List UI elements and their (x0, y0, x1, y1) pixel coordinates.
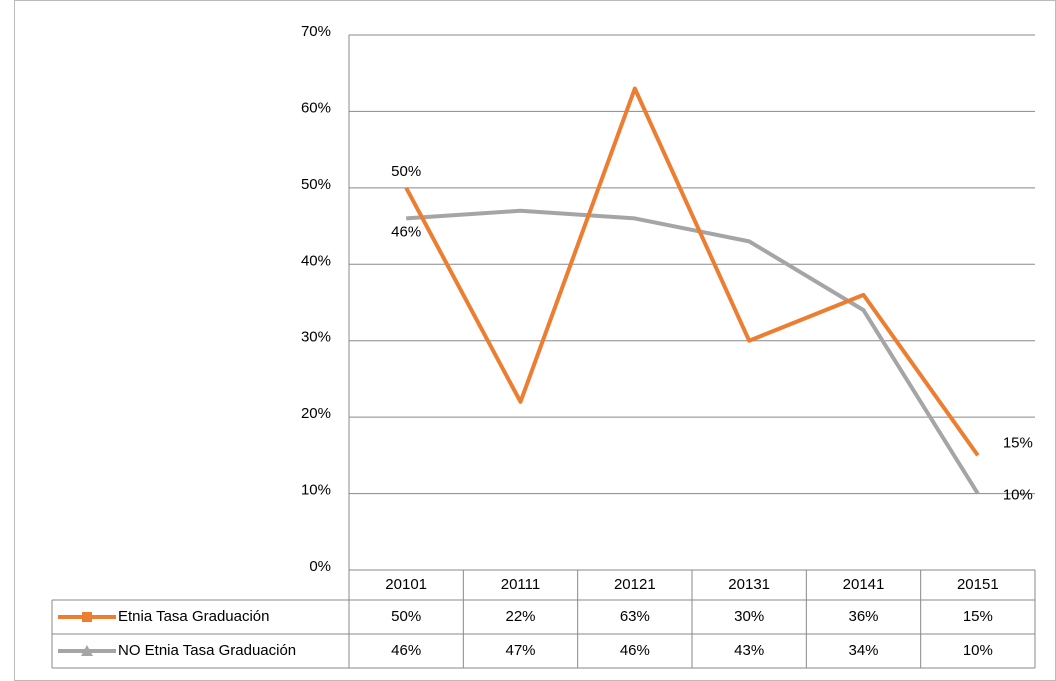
y-tick-label: 60% (301, 99, 331, 116)
x-tick-label: 20141 (843, 576, 885, 593)
x-tick-label: 20101 (385, 576, 427, 593)
y-tick-label: 20% (301, 405, 331, 422)
x-tick-label: 20121 (614, 576, 656, 593)
x-tick-label: 20111 (501, 576, 541, 593)
series-line (404, 86, 980, 457)
table-value: 34% (848, 642, 878, 659)
table-value: 46% (391, 642, 421, 659)
y-tick-label: 0% (309, 558, 331, 575)
legend-label: NO Etnia Tasa Graduación (118, 642, 296, 659)
x-tick-label: 20151 (957, 576, 999, 593)
table-value: 10% (963, 642, 993, 659)
y-tick-label: 40% (301, 252, 331, 269)
series-line (406, 208, 980, 495)
table-value: 46% (620, 642, 650, 659)
data-label: 15% (1003, 434, 1033, 451)
legend-marker (81, 645, 93, 656)
data-label: 50% (391, 163, 421, 180)
table-value: 63% (620, 608, 650, 625)
table-value: 47% (505, 642, 535, 659)
legend-marker (82, 612, 92, 622)
table-value: 43% (734, 642, 764, 659)
x-tick-label: 20131 (728, 576, 770, 593)
table-value: 15% (963, 608, 993, 625)
table-value: 30% (734, 608, 764, 625)
y-tick-label: 70% (301, 23, 331, 40)
y-tick-label: 30% (301, 329, 331, 346)
data-label: 46% (391, 223, 421, 240)
table-value: 50% (391, 608, 421, 625)
y-tick-label: 50% (301, 176, 331, 193)
legend-label: Etnia Tasa Graduación (118, 608, 270, 625)
y-tick-label: 10% (301, 482, 331, 499)
data-label: 10% (1003, 487, 1033, 504)
table-value: 36% (848, 608, 878, 625)
table-value: 22% (505, 608, 535, 625)
